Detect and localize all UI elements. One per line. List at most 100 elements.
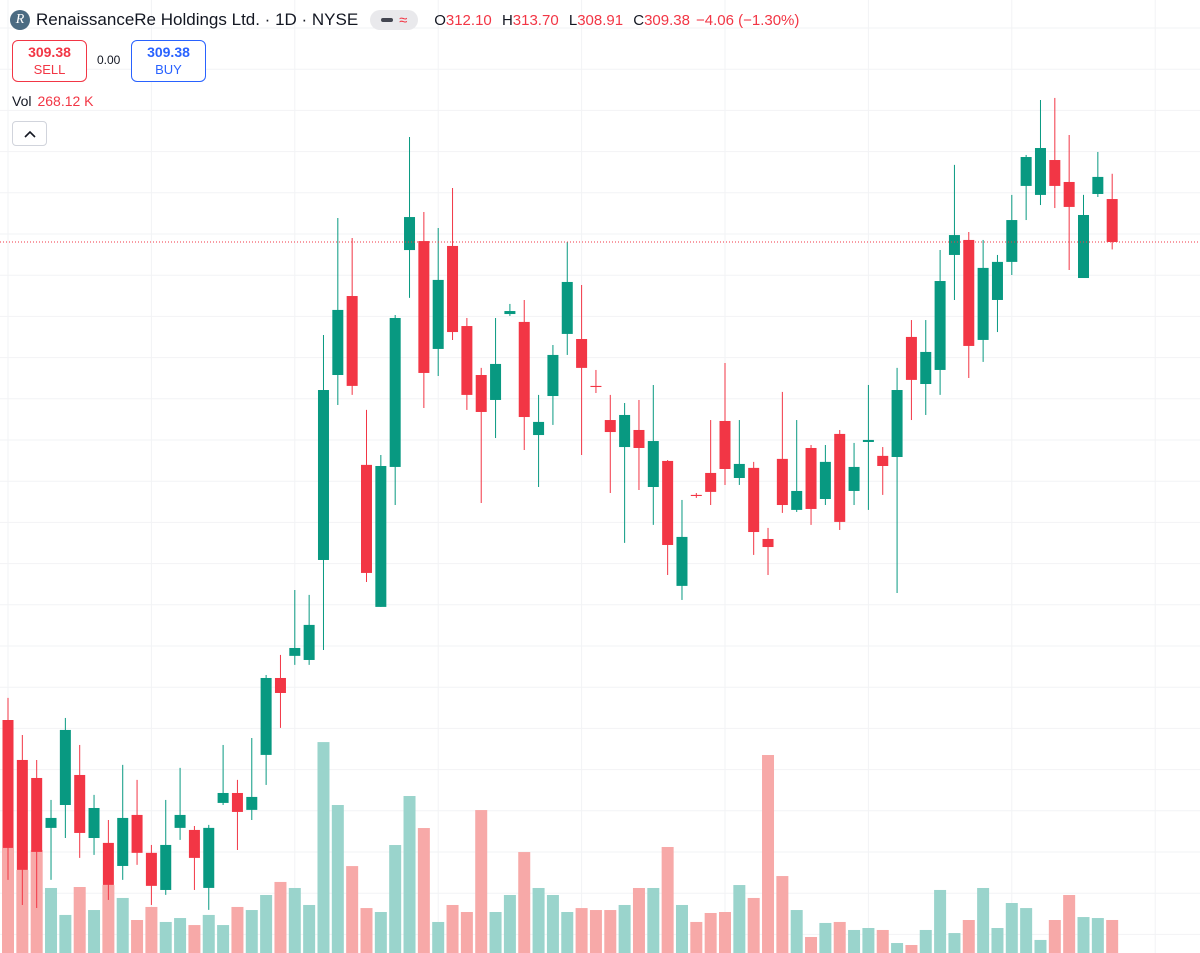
- candle-body: [533, 421, 545, 436]
- candle-body: [705, 472, 717, 492]
- logo: R: [10, 10, 30, 30]
- ohlc-value: 308.91: [577, 11, 624, 29]
- volume-bar: [589, 910, 602, 953]
- candle-body: [891, 390, 903, 457]
- candle-body: [131, 814, 143, 853]
- volume-bar: [116, 897, 129, 953]
- volume-bar: [59, 914, 72, 953]
- candle-body: [1020, 157, 1032, 186]
- ohlc-key: H: [501, 11, 513, 29]
- volume-bar: [762, 755, 775, 953]
- volume-bar: [991, 928, 1004, 953]
- candle-body: [16, 759, 28, 870]
- candle-body: [504, 311, 516, 315]
- candle-body: [160, 844, 172, 890]
- candle-body: [977, 267, 989, 340]
- volume-bar: [790, 910, 803, 953]
- candle-body: [303, 624, 315, 660]
- candle-body: [145, 852, 157, 886]
- ohlc-value: 313.70: [512, 11, 559, 29]
- candle-body: [389, 317, 401, 467]
- candle-body: [590, 385, 602, 388]
- buy-price: 309.38: [147, 44, 190, 60]
- volume-bar: [604, 910, 617, 953]
- volume-bar: [905, 944, 918, 953]
- candle-body: [934, 281, 946, 370]
- volume-value: 268.12 K: [37, 93, 94, 109]
- candle-body: [346, 296, 358, 386]
- volume-bar: [417, 828, 430, 953]
- candle-body: [404, 217, 416, 251]
- volume-bar: [2, 847, 14, 953]
- volume-bar: [1063, 895, 1076, 953]
- volume-bar: [475, 810, 488, 953]
- volume-bar: [647, 887, 660, 953]
- volume-bar: [776, 876, 789, 953]
- volume-bar: [561, 911, 574, 953]
- candle-body: [862, 439, 874, 442]
- volume-bar: [174, 918, 187, 953]
- candle-body: [461, 326, 473, 395]
- candle-body: [490, 363, 502, 400]
- ohlc: O312.10 H313.70 L308.91 C309.38: [428, 12, 690, 29]
- volume-bar: [719, 911, 731, 953]
- volume-bar: [532, 887, 545, 953]
- candle-body: [447, 245, 459, 333]
- candle-body: [762, 538, 774, 548]
- candle-body: [375, 465, 387, 607]
- symbol-title[interactable]: RenaissanceRe Holdings Ltd. · 1D · NYSE: [36, 10, 359, 29]
- volume-bar: [131, 920, 144, 953]
- candle-body: [102, 842, 114, 885]
- candle-body: [561, 281, 573, 334]
- candle-body: [246, 796, 258, 810]
- candle-body: [819, 461, 831, 500]
- ohlc-key: L: [568, 11, 578, 29]
- volume-bar: [389, 845, 402, 953]
- candle-body: [877, 455, 889, 466]
- volume-bar: [962, 920, 975, 953]
- volume-label: Vol: [12, 93, 32, 109]
- candle-body: [547, 354, 559, 397]
- volume-bar: [518, 852, 531, 953]
- chevron-icon: [23, 130, 36, 138]
- candle-body: [31, 777, 43, 852]
- candle-body: [289, 647, 301, 656]
- candle-body: [1078, 214, 1089, 279]
- buy-button[interactable]: 309.38 BUY: [131, 40, 206, 82]
- volume-bar: [217, 925, 230, 953]
- candle-body: [963, 239, 975, 346]
- candle-body: [1034, 148, 1046, 195]
- volume-bar: [331, 805, 344, 953]
- volume-bar: [891, 943, 904, 953]
- volume-bar: [73, 887, 86, 953]
- collapse-button[interactable]: [12, 121, 47, 146]
- candle-body: [88, 807, 100, 839]
- volume-bar: [374, 911, 387, 953]
- volume-bar: [446, 904, 459, 953]
- candle-body: [518, 321, 530, 418]
- volume-bar: [876, 929, 889, 953]
- volume-bar: [919, 929, 932, 953]
- volume-bar: [747, 897, 760, 953]
- candle-body: [748, 467, 760, 533]
- chart-mode-toggle[interactable]: ≈: [370, 10, 419, 30]
- volume-bar: [202, 914, 215, 953]
- volume-bar: [1077, 917, 1090, 953]
- candle-body: [117, 817, 129, 866]
- sell-button[interactable]: 309.38 SELL: [12, 40, 87, 82]
- candle-body: [231, 792, 243, 812]
- volume-bar: [188, 925, 201, 953]
- candle-body: [361, 464, 372, 573]
- volume-legend: Vol 268.12 K: [12, 93, 94, 109]
- volume-bar: [288, 887, 301, 953]
- candle-body: [317, 390, 329, 560]
- volume-bar: [805, 936, 818, 953]
- buy-label: BUY: [155, 62, 182, 77]
- symbol-header: R RenaissanceRe Holdings Ltd. · 1D · NYS…: [10, 8, 799, 32]
- volume-bar: [317, 742, 330, 953]
- volume-bar: [833, 921, 846, 953]
- volume-bar: [934, 889, 947, 953]
- candle-body: [676, 536, 688, 586]
